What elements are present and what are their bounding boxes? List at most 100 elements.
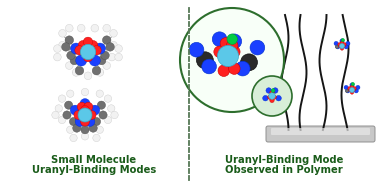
Circle shape — [67, 126, 74, 133]
Circle shape — [336, 45, 340, 49]
Circle shape — [344, 85, 348, 90]
Circle shape — [250, 40, 265, 55]
Text: Observed in Polymer: Observed in Polymer — [225, 165, 343, 175]
Circle shape — [220, 38, 232, 49]
Circle shape — [77, 24, 85, 32]
Circle shape — [197, 52, 213, 69]
Circle shape — [180, 8, 284, 112]
Circle shape — [226, 40, 238, 51]
Circle shape — [115, 45, 122, 52]
Circle shape — [353, 87, 356, 90]
Circle shape — [227, 34, 237, 44]
Circle shape — [352, 88, 355, 92]
Circle shape — [266, 88, 271, 93]
Circle shape — [227, 34, 242, 49]
Circle shape — [110, 29, 117, 37]
Circle shape — [59, 29, 66, 37]
Circle shape — [70, 105, 80, 115]
Circle shape — [252, 76, 292, 116]
Circle shape — [89, 124, 97, 132]
Circle shape — [273, 88, 278, 93]
Circle shape — [81, 126, 89, 134]
Circle shape — [92, 117, 101, 126]
Circle shape — [84, 102, 93, 111]
Circle shape — [97, 101, 105, 109]
Circle shape — [111, 111, 118, 119]
Circle shape — [93, 134, 100, 142]
Circle shape — [217, 46, 239, 66]
Circle shape — [271, 89, 275, 92]
Circle shape — [340, 39, 344, 43]
Circle shape — [52, 111, 59, 119]
Circle shape — [65, 101, 73, 109]
Circle shape — [70, 56, 79, 65]
Circle shape — [270, 98, 274, 103]
Circle shape — [90, 105, 100, 115]
Circle shape — [276, 95, 281, 101]
Circle shape — [106, 43, 115, 51]
FancyBboxPatch shape — [271, 128, 370, 135]
Circle shape — [351, 83, 355, 86]
Circle shape — [350, 88, 355, 92]
Circle shape — [80, 99, 90, 108]
Circle shape — [350, 85, 354, 88]
Circle shape — [96, 126, 104, 133]
Circle shape — [72, 69, 80, 76]
Circle shape — [67, 51, 75, 60]
FancyBboxPatch shape — [266, 126, 375, 142]
Circle shape — [78, 41, 88, 50]
Circle shape — [83, 52, 93, 62]
Text: Uranyl-Binding Modes: Uranyl-Binding Modes — [32, 165, 156, 175]
Circle shape — [108, 105, 115, 112]
Circle shape — [58, 116, 66, 124]
Circle shape — [104, 116, 112, 124]
Circle shape — [92, 66, 101, 75]
Text: Uranyl-Binding Mode: Uranyl-Binding Mode — [225, 155, 343, 165]
Circle shape — [354, 89, 358, 93]
Circle shape — [343, 43, 346, 46]
Circle shape — [59, 41, 66, 49]
Circle shape — [84, 72, 92, 80]
Circle shape — [356, 85, 360, 90]
Circle shape — [339, 44, 342, 48]
Circle shape — [81, 88, 89, 96]
Circle shape — [63, 111, 71, 119]
Circle shape — [235, 61, 250, 76]
Circle shape — [103, 24, 110, 32]
Circle shape — [55, 105, 62, 112]
Circle shape — [67, 90, 74, 97]
Circle shape — [349, 88, 352, 92]
Circle shape — [54, 53, 61, 61]
Circle shape — [270, 90, 274, 95]
Circle shape — [348, 87, 351, 90]
Circle shape — [222, 59, 234, 70]
Circle shape — [85, 117, 95, 127]
Circle shape — [54, 45, 61, 52]
Circle shape — [65, 24, 73, 32]
Circle shape — [75, 66, 84, 75]
Circle shape — [70, 134, 77, 142]
Circle shape — [87, 110, 96, 120]
Circle shape — [241, 54, 257, 71]
Circle shape — [92, 46, 101, 55]
Circle shape — [229, 63, 240, 74]
Circle shape — [101, 51, 109, 60]
Circle shape — [103, 62, 110, 69]
Circle shape — [99, 111, 107, 119]
Circle shape — [345, 89, 349, 92]
Circle shape — [81, 133, 89, 140]
Circle shape — [77, 102, 86, 111]
Circle shape — [76, 55, 87, 66]
Circle shape — [73, 124, 81, 132]
Circle shape — [346, 89, 350, 93]
Circle shape — [340, 41, 344, 44]
Circle shape — [350, 83, 354, 87]
Circle shape — [334, 41, 338, 46]
Circle shape — [110, 41, 117, 49]
Circle shape — [96, 69, 104, 76]
Circle shape — [104, 95, 112, 102]
Circle shape — [339, 43, 344, 48]
Circle shape — [81, 117, 90, 126]
Circle shape — [338, 43, 341, 46]
Circle shape — [94, 43, 105, 54]
